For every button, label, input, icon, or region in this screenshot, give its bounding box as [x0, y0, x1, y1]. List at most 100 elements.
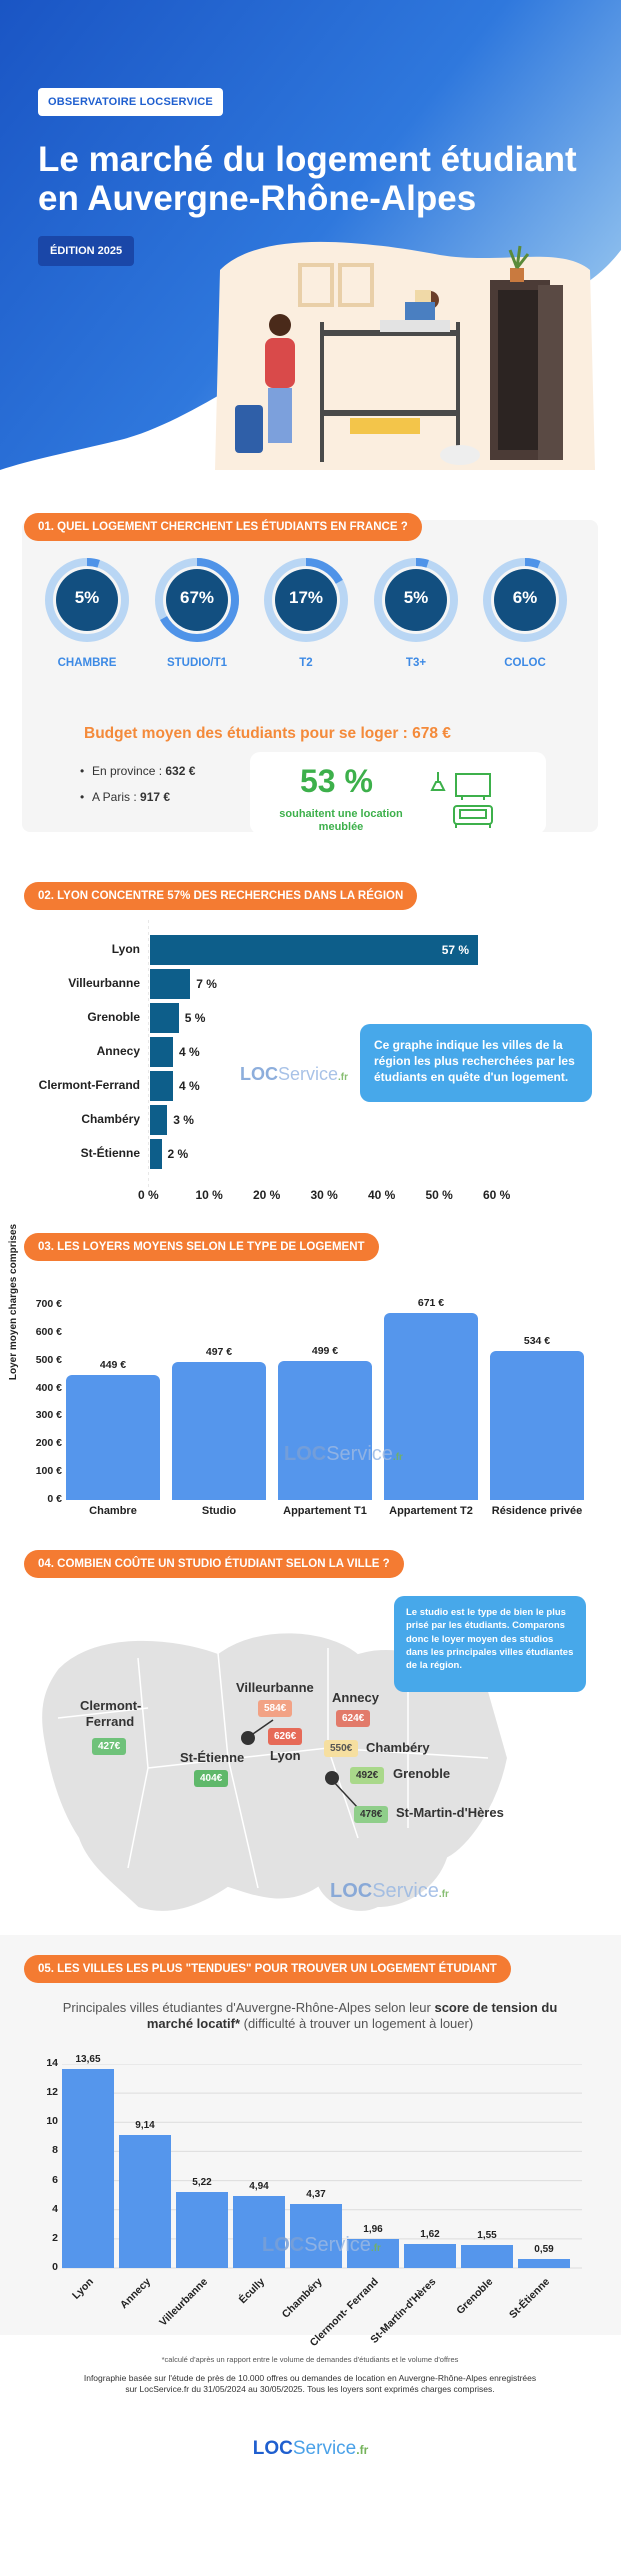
ring-arc	[374, 558, 458, 642]
bar-value-label: 499 €	[311, 1344, 339, 1357]
section4-note: Le studio est le type de bien le plus pr…	[394, 1596, 586, 1692]
student-room-illustration	[215, 241, 595, 470]
price-grenoble: 492€	[350, 1767, 385, 1784]
x-tick-label: 60 %	[483, 1188, 511, 1202]
furniture-icon	[430, 772, 493, 828]
brand-badge: OBSERVATOIRE LOCSERVICE	[38, 88, 223, 116]
map-city-lyon: Lyon	[270, 1748, 301, 1763]
x-tick-label: 0 %	[138, 1188, 159, 1202]
bar-category-label: Résidence privée	[491, 1505, 583, 1517]
clermont-name: Clermont-Ferrand	[80, 1698, 142, 1730]
watermark-loc-3: LOC	[330, 1880, 373, 1902]
bar-category-label: Villeurbanne	[68, 976, 140, 990]
furnished-card	[250, 752, 546, 834]
tension-bar	[119, 2134, 171, 2268]
locservice-logo[interactable]: LOCService.fr	[0, 2438, 621, 2460]
bar-category-label: Chambre	[89, 1505, 137, 1517]
bar-value-label: 7 %	[196, 977, 217, 991]
y-tick-label: 0 €	[47, 1493, 62, 1505]
locservice-watermark: LOCService.fr	[240, 1064, 348, 1085]
locservice-watermark-2: LOCService.fr	[284, 1443, 403, 1466]
rent-y-axis-label: Loyer moyen charges comprises	[8, 1223, 19, 1381]
bar-value-label: 9,14	[135, 2119, 155, 2131]
ring-center	[166, 569, 228, 631]
ring-arc	[155, 558, 239, 642]
bar-value-label: 4,37	[306, 2189, 326, 2201]
ring-label: T2	[299, 657, 313, 669]
bar-value-label: 1,55	[477, 2230, 497, 2242]
bar-value-label: 4 %	[179, 1079, 200, 1093]
ring-label: CHAMBRE	[57, 657, 117, 669]
bar-value-label: 2 %	[167, 1147, 189, 1161]
x-tick-label: 10 %	[195, 1188, 223, 1202]
y-tick-label: 600 €	[35, 1325, 62, 1338]
ring-arc	[264, 558, 348, 642]
footnote-methodology: Infographie basée sur l'étude de près de…	[83, 2373, 537, 2395]
price-lyon: 626€	[268, 1728, 303, 1745]
y-tick-label: 200 €	[35, 1437, 62, 1450]
watermark-fr-2: .fr	[392, 1452, 403, 1463]
ring-label: STUDIO/T1	[166, 657, 228, 669]
bar-value-label: 3 %	[173, 1113, 194, 1127]
bar-category-label: Appartement T2	[389, 1505, 473, 1517]
bar-value-label: 0,59	[534, 2244, 554, 2256]
furnished-percent: 53 %	[300, 763, 373, 799]
ring-chart	[155, 558, 239, 642]
y-tick-label: 0	[52, 2261, 58, 2273]
rent-bar	[278, 1360, 372, 1500]
section3-header: 03. LES LOYERS MOYENS SELON LE TYPE DE L…	[24, 1233, 379, 1261]
ring-value: 5%	[74, 588, 100, 607]
bar-value-label: 57 %	[441, 943, 470, 957]
bar-category-label: Chambéry	[81, 1112, 140, 1126]
x-tick-label: 40 %	[368, 1188, 396, 1202]
price-villeurbanne: 584€	[258, 1700, 293, 1717]
ring-label: T3+	[405, 657, 427, 669]
bar-value-label: 534 €	[523, 1335, 551, 1348]
search-share-bar	[150, 935, 478, 965]
y-tick-label: 700 €	[35, 1298, 62, 1310]
bar-category-label: St-Étienne	[80, 1146, 140, 1160]
x-tick-label: 50 %	[425, 1188, 453, 1202]
watermark-fr: .fr	[338, 1072, 349, 1083]
section2-header: 02. LYON CONCENTRE 57% DES RECHERCHES DA…	[24, 882, 418, 910]
map-city-saintetienne: St-Étienne	[180, 1750, 245, 1765]
y-tick-label: 8	[52, 2144, 58, 2157]
watermark-service-4: Service	[304, 2234, 371, 2256]
province-label: En province :	[92, 764, 166, 778]
bar-category-label: Clermont-Ferrand	[38, 1078, 140, 1092]
tension-bar	[461, 2245, 513, 2268]
price-chambery: 550€	[324, 1740, 359, 1757]
ring-chart	[264, 558, 348, 642]
bar-category-label: Annecy	[96, 1044, 140, 1058]
search-share-bar	[150, 1071, 173, 1101]
watermark-service: Service	[278, 1064, 339, 1084]
province-budget: En province : 632 €	[80, 764, 196, 778]
ring-value: 67%	[179, 588, 215, 607]
locservice-watermark-4: LOCService.fr	[262, 2234, 381, 2257]
watermark-service-3: Service	[372, 1880, 439, 1902]
subtitle-post: (difficulté à trouver un logement à loue…	[240, 2016, 474, 2032]
bar-value-label: 1,62	[420, 2229, 440, 2241]
y-tick-label: 2	[52, 2231, 58, 2244]
rent-bar	[172, 1361, 266, 1500]
ring-arc	[45, 558, 129, 642]
logo-fr: .fr	[356, 2443, 369, 2457]
section2-note: Ce graphe indique les villes de la régio…	[360, 1024, 592, 1102]
province-value: 632 €	[165, 764, 196, 778]
bar-value-label: 1,96	[363, 2224, 383, 2236]
tension-bar	[290, 2204, 342, 2268]
map-city-annecy: Annecy	[332, 1690, 379, 1705]
bar-value-label: 449 €	[99, 1358, 127, 1371]
y-tick-label: 12	[46, 2086, 58, 2099]
paris-value: 917 €	[140, 790, 171, 804]
watermark-loc: LOC	[240, 1064, 278, 1084]
ring-chart	[45, 558, 129, 642]
tension-bar	[233, 2196, 285, 2268]
furnished-text: souhaitent une location meublée	[279, 808, 403, 834]
bar-value-label: 13,65	[75, 2054, 101, 2066]
ring-label: COLOC	[504, 657, 546, 669]
tension-bar	[176, 2191, 228, 2268]
section5-header: 05. LES VILLES LES PLUS "TENDUES" POUR T…	[24, 1955, 511, 1983]
x-tick-label: 30 %	[310, 1188, 338, 1202]
watermark-service-2: Service	[326, 1443, 393, 1465]
